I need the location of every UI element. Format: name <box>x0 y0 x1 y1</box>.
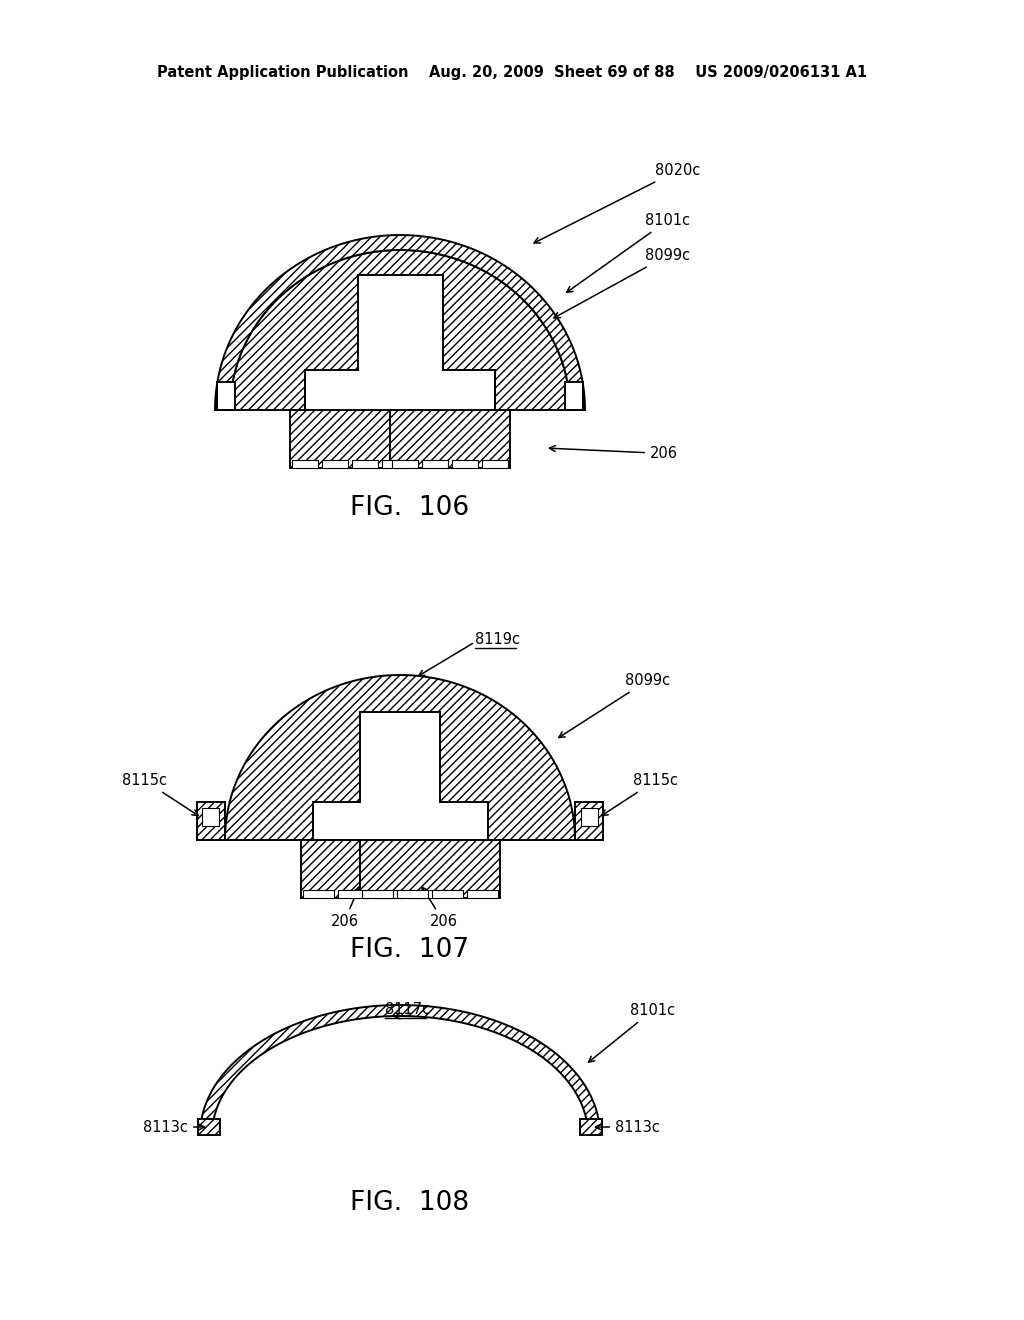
Polygon shape <box>200 1005 600 1135</box>
Polygon shape <box>338 890 369 898</box>
Polygon shape <box>452 459 478 469</box>
Text: FIG.  107: FIG. 107 <box>350 937 470 964</box>
Polygon shape <box>305 275 495 411</box>
Polygon shape <box>580 1119 602 1135</box>
Text: FIG.  106: FIG. 106 <box>350 495 470 521</box>
Text: 8119c: 8119c <box>475 632 520 648</box>
Polygon shape <box>467 890 498 898</box>
Text: Patent Application Publication    Aug. 20, 2009  Sheet 69 of 88    US 2009/02061: Patent Application Publication Aug. 20, … <box>157 65 867 79</box>
Polygon shape <box>322 459 348 469</box>
Polygon shape <box>202 808 219 826</box>
Polygon shape <box>373 890 403 898</box>
Polygon shape <box>312 711 487 840</box>
Text: 8101c: 8101c <box>589 1003 675 1063</box>
Polygon shape <box>230 249 570 411</box>
Polygon shape <box>292 459 318 469</box>
Polygon shape <box>198 1119 220 1135</box>
Polygon shape <box>408 890 438 898</box>
Polygon shape <box>431 890 463 898</box>
Text: 8115c: 8115c <box>602 774 678 816</box>
Text: 206: 206 <box>331 887 359 929</box>
Text: 8099c: 8099c <box>559 673 670 738</box>
Polygon shape <box>197 803 225 840</box>
Text: 8101c: 8101c <box>566 213 690 293</box>
Polygon shape <box>565 381 583 411</box>
Polygon shape <box>300 840 440 898</box>
Text: 8115c: 8115c <box>122 774 199 816</box>
Polygon shape <box>225 675 575 840</box>
Polygon shape <box>352 459 378 469</box>
Polygon shape <box>482 459 508 469</box>
Polygon shape <box>382 459 408 469</box>
Text: 206: 206 <box>422 887 458 929</box>
Polygon shape <box>215 235 585 411</box>
Polygon shape <box>361 890 392 898</box>
Polygon shape <box>217 381 234 411</box>
Polygon shape <box>302 890 334 898</box>
Text: 8020c: 8020c <box>534 162 700 243</box>
Polygon shape <box>396 890 427 898</box>
Polygon shape <box>422 459 449 469</box>
Text: 8099c: 8099c <box>554 248 690 318</box>
Text: 8117c: 8117c <box>385 1002 430 1018</box>
Text: 206: 206 <box>550 446 678 461</box>
Text: 8113c: 8113c <box>596 1119 659 1134</box>
Polygon shape <box>290 411 410 469</box>
Polygon shape <box>392 459 418 469</box>
Polygon shape <box>390 411 510 469</box>
Polygon shape <box>359 840 500 898</box>
Polygon shape <box>575 803 603 840</box>
Text: 8113c: 8113c <box>143 1119 205 1134</box>
Polygon shape <box>581 808 598 826</box>
Text: FIG.  108: FIG. 108 <box>350 1191 470 1216</box>
